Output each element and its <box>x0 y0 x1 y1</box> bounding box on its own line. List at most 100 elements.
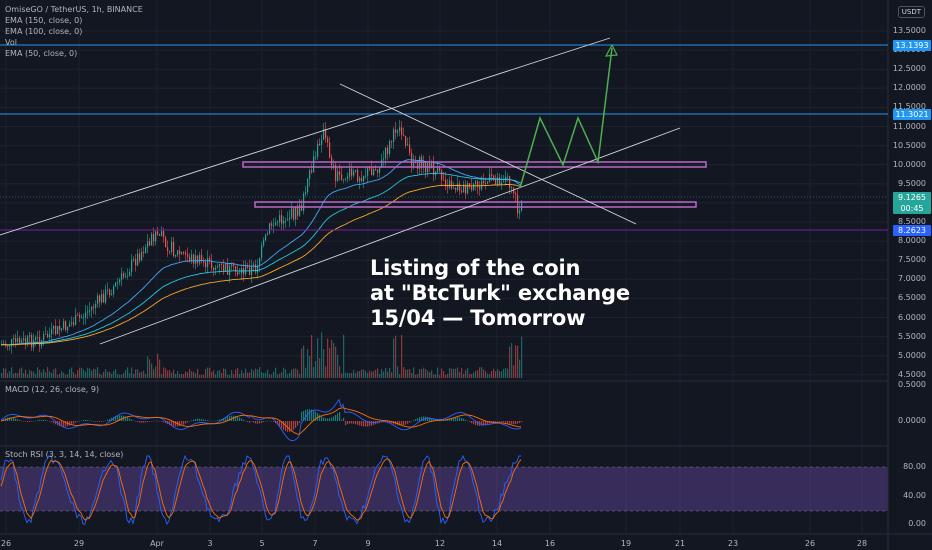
macd-histogram-bar <box>321 416 323 421</box>
macd-histogram-bar <box>129 418 131 421</box>
candle-body <box>157 231 159 235</box>
macd-histogram-bar <box>281 421 283 429</box>
volume-bar <box>481 367 483 378</box>
candle-body <box>25 338 27 344</box>
candle-body <box>407 144 409 146</box>
volume-bar <box>31 371 33 378</box>
macd-histogram-bar <box>35 420 37 422</box>
macd-histogram-bar <box>289 421 291 432</box>
macd-histogram-bar <box>157 420 159 422</box>
time-tick: 3 <box>207 539 213 548</box>
candle-body <box>43 334 45 341</box>
macd-histogram-bar <box>455 417 457 421</box>
volume-bar <box>179 374 181 378</box>
candle-body <box>7 345 9 347</box>
candle-body <box>311 170 313 173</box>
macd-histogram-bar <box>161 421 163 422</box>
volume-bar <box>115 369 117 378</box>
candle-body <box>277 221 279 223</box>
candle-body <box>97 295 99 304</box>
macd-histogram-bar <box>441 420 443 421</box>
volume-bar <box>465 370 467 378</box>
macd-histogram-bar <box>499 421 501 422</box>
macd-histogram-bar <box>365 421 367 427</box>
macd-histogram-bar <box>79 420 81 422</box>
volume-bar <box>407 369 409 378</box>
volume-bar <box>219 370 221 378</box>
macd-histogram-bar <box>245 420 247 422</box>
candle-body <box>515 193 517 195</box>
macd-histogram-bar <box>357 421 359 425</box>
macd-histogram-bar <box>61 421 63 427</box>
macd-histogram-bar <box>209 420 211 422</box>
volume-bar <box>59 373 61 378</box>
candle-body <box>485 183 487 184</box>
indicator-vol[interactable]: Vol <box>5 38 17 47</box>
candle-body <box>483 180 485 184</box>
price-tick: 5.5000 <box>898 331 926 341</box>
volume-bar <box>77 370 79 378</box>
price-tick: 8.0000 <box>898 236 926 246</box>
indicator-ema50[interactable]: EMA (50, close, 0) <box>5 49 78 58</box>
price-tick: 12.5000 <box>892 64 926 74</box>
volume-bar <box>263 373 265 378</box>
volume-bar <box>489 374 491 378</box>
currency-badge[interactable]: USDT <box>897 6 925 18</box>
candle-body <box>199 254 201 264</box>
volume-bar <box>453 368 455 378</box>
volume-bar <box>295 368 297 378</box>
volume-bar <box>239 373 241 378</box>
indicator-ema150[interactable]: EMA (150, close, 0) <box>5 16 83 25</box>
candle-body <box>275 222 277 225</box>
indicator-ema100[interactable]: EMA (100, close, 0) <box>5 27 83 36</box>
volume-bar <box>199 374 201 378</box>
macd-histogram-bar <box>197 418 199 421</box>
stoch-rsi-pane <box>0 454 522 526</box>
volume-bar <box>113 370 115 378</box>
volume-bar <box>321 332 323 378</box>
macd-histogram-bar <box>415 419 417 421</box>
candle-body <box>363 175 365 182</box>
volume-bar <box>479 367 481 378</box>
macd-histogram-bar <box>293 421 295 430</box>
candle-body <box>209 258 211 261</box>
macd-histogram-bar <box>95 421 97 422</box>
candle-body <box>219 263 221 267</box>
volume-bar <box>309 355 311 378</box>
macd-histogram-bar <box>241 418 243 421</box>
volume-bar <box>143 370 145 378</box>
volume-bar <box>391 372 393 378</box>
macd-histogram-bar <box>473 421 475 425</box>
macd-histogram-bar <box>285 421 287 432</box>
volume-bar <box>117 374 119 378</box>
volume-bar <box>381 369 383 378</box>
stoch-rsi-label[interactable]: Stoch RSI (3, 3, 14, 14, close) <box>5 450 124 459</box>
volume-bar <box>455 368 457 378</box>
macd-histogram-bar <box>173 421 175 427</box>
macd-label[interactable]: MACD (12, 26, close, 9) <box>5 385 100 394</box>
macd-histogram-bar <box>327 418 329 421</box>
candle-body <box>103 293 105 303</box>
macd-histogram-bar <box>339 412 341 421</box>
volume-bar <box>139 372 141 378</box>
macd-histogram-bar <box>469 421 471 423</box>
candle-body <box>447 186 449 188</box>
candle-body <box>55 326 57 334</box>
macd-histogram-bar <box>119 415 121 421</box>
candle-body <box>73 322 75 325</box>
volume-bar <box>7 373 9 378</box>
candle-body <box>497 177 499 186</box>
candle-body <box>375 169 377 170</box>
macd-histogram-bar <box>515 421 517 425</box>
volume-bar <box>105 369 107 378</box>
macd-histogram-bar <box>121 415 123 421</box>
time-tick: 26 <box>0 539 12 548</box>
macd-histogram-bar <box>483 421 485 426</box>
candle-body <box>227 263 229 275</box>
macd-histogram-bar <box>521 421 523 423</box>
candle-body <box>345 178 347 180</box>
candle-body <box>89 310 91 312</box>
candle-body <box>441 170 443 180</box>
volume-bar <box>85 371 87 378</box>
